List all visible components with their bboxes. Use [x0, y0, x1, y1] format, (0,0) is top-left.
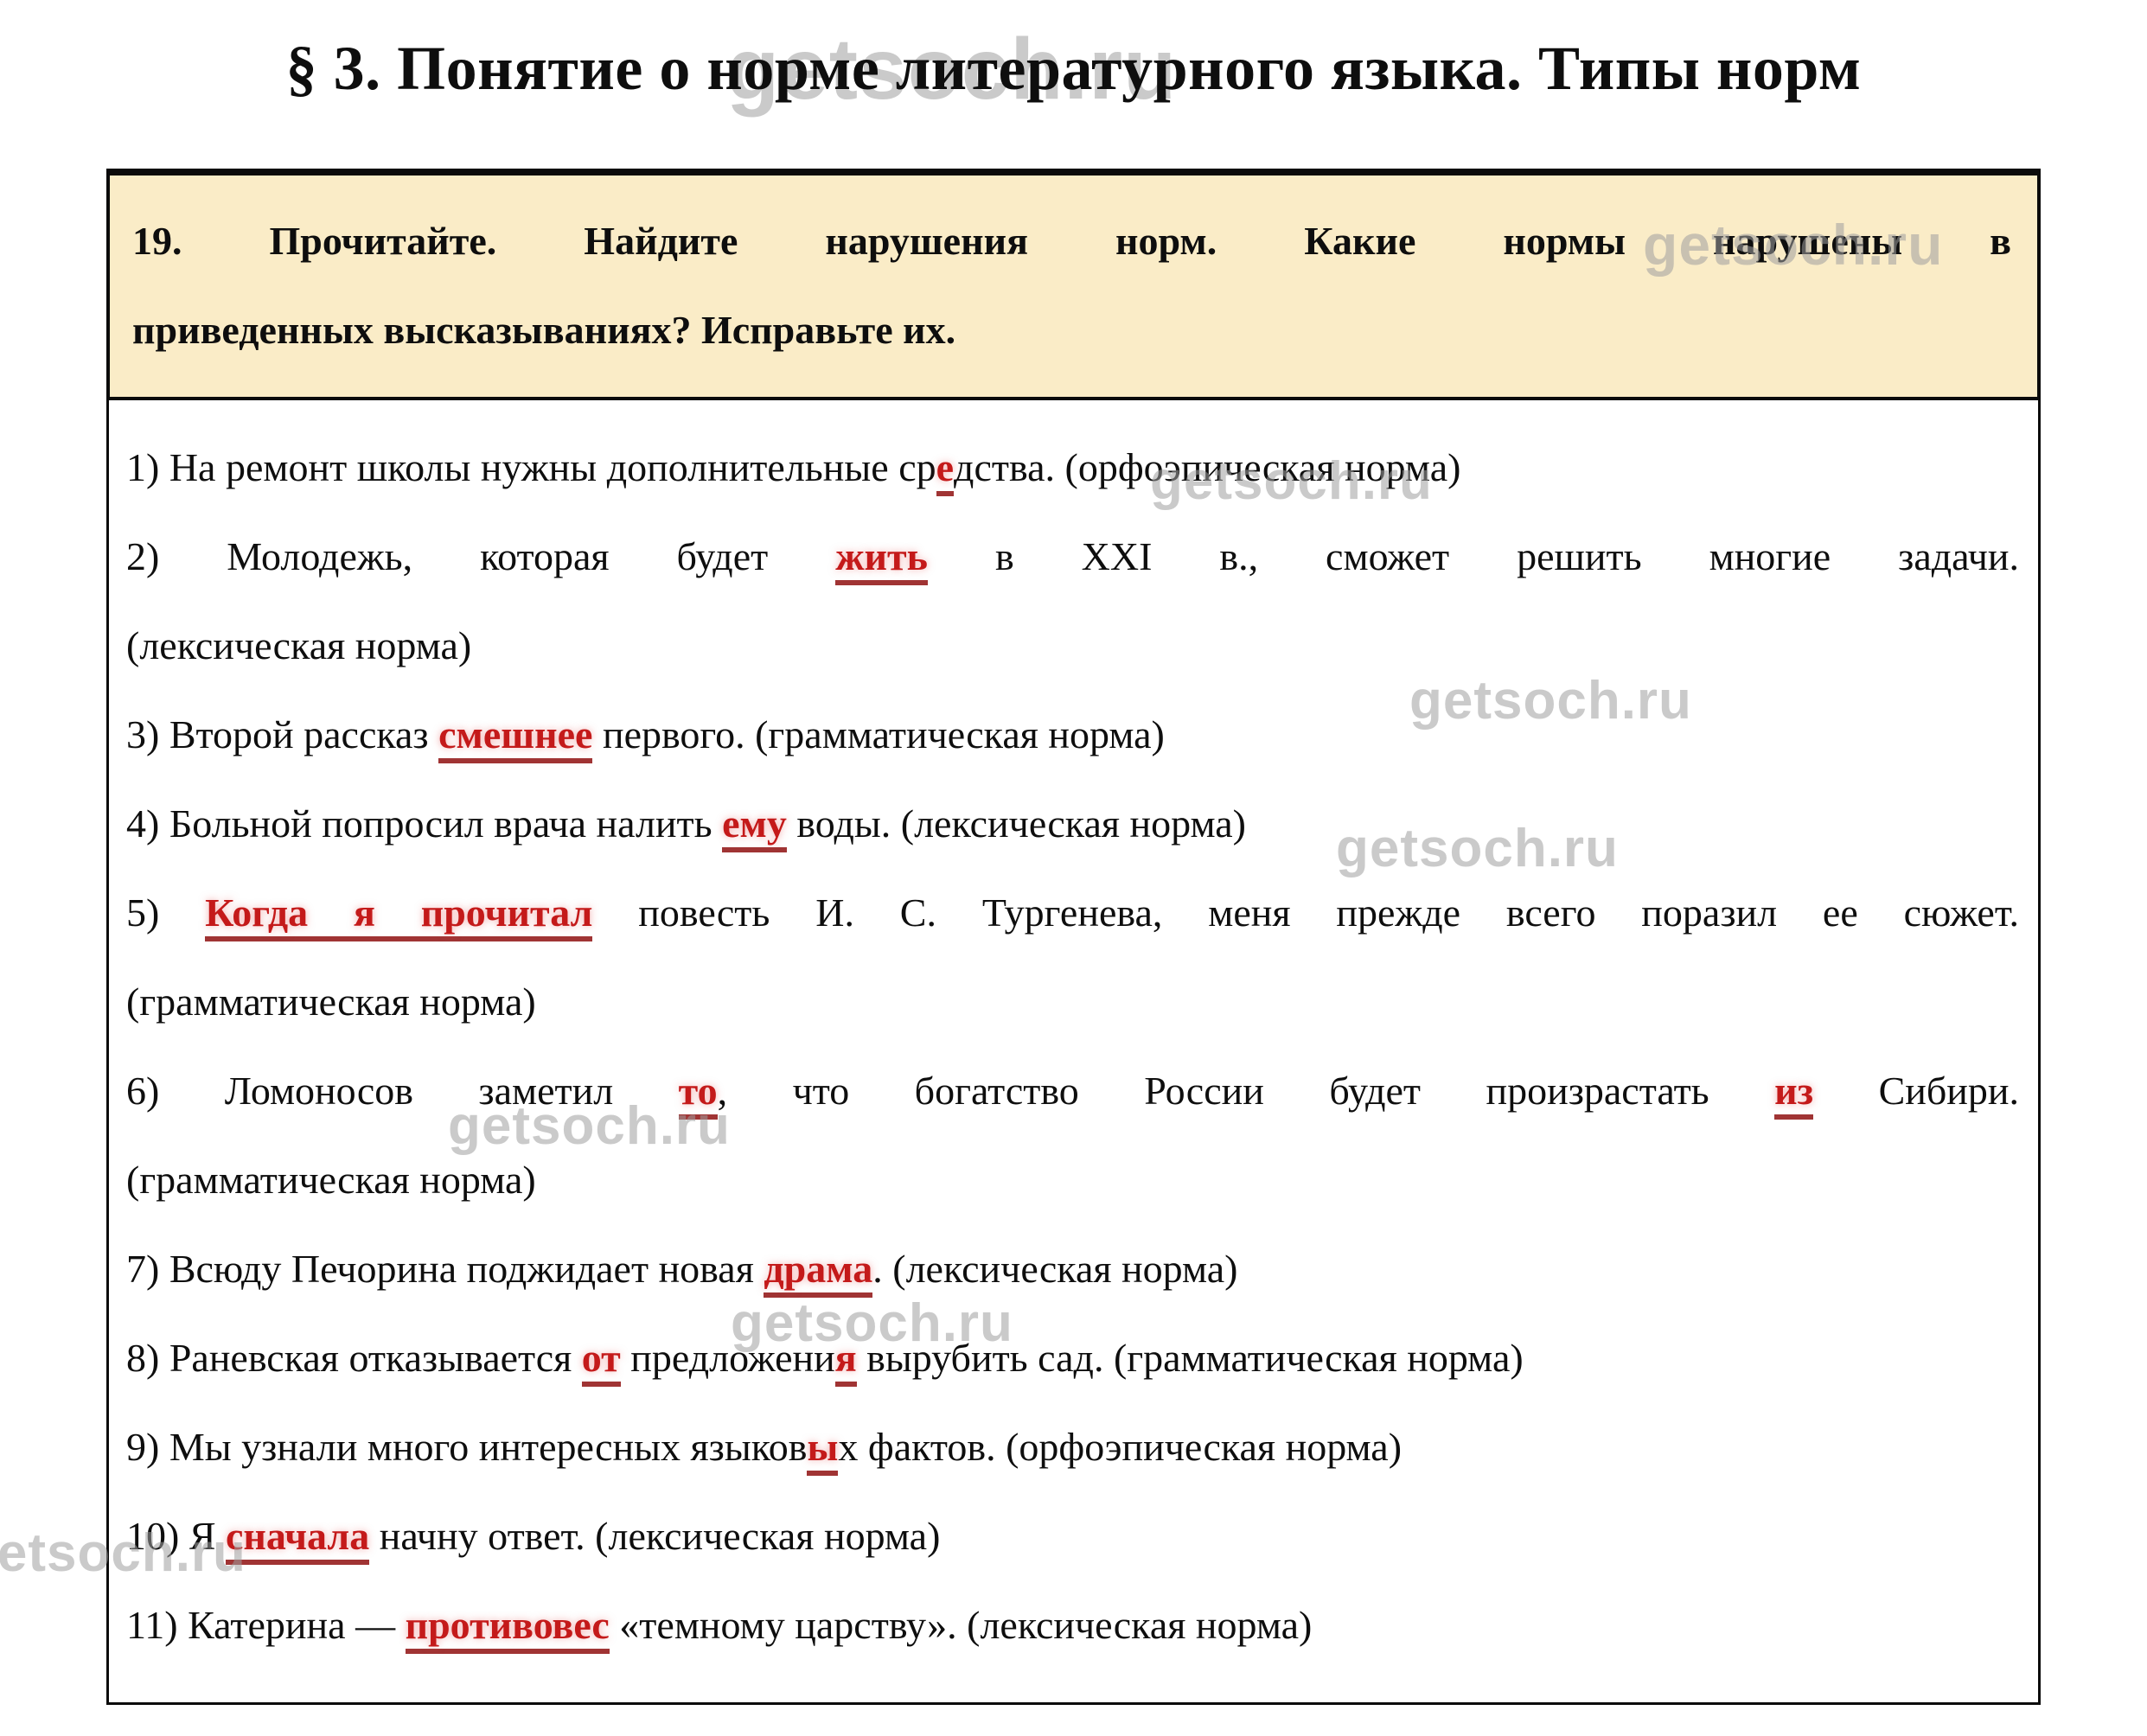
sentence-text: х фактов. (орфоэпическая норма) — [838, 1424, 1403, 1469]
sentence-text: 5) — [126, 890, 206, 935]
exercise-item: 9) Мы узнали много интересных языковых ф… — [126, 1402, 2019, 1491]
sentence-line: 9) Мы узнали много интересных языковых ф… — [126, 1402, 2019, 1491]
error-highlight: сначала — [226, 1513, 370, 1565]
sentence-line: 5) Когда я прочитал повесть И. С. Турген… — [126, 868, 2019, 957]
sentence-line: 1) На ремонт школы нужны дополнительные … — [126, 423, 2019, 512]
sentence-line: 11) Катерина — противовес «темному царст… — [126, 1580, 2019, 1669]
sentence-text: 3) Второй рассказ — [126, 712, 439, 756]
error-highlight: жить — [835, 533, 928, 585]
sentence-line: 10) Я сначала начну ответ. (лексическая … — [126, 1491, 2019, 1580]
sentence-text: повесть И. С. Тургенева, меня прежде все… — [592, 890, 2019, 935]
sentence-text: 2) Молодежь, которая будет — [126, 533, 836, 578]
sentence-text: первого. (грамматическая норма) — [592, 712, 1165, 756]
exercise-list: 1) На ремонт школы нужны дополнительные … — [106, 399, 2041, 1705]
sentence-text: (грамматическая норма) — [126, 1157, 536, 1202]
task-text-line-2: приведенных высказываниях? Исправьте их. — [132, 307, 956, 352]
error-highlight: противовес — [405, 1602, 610, 1654]
error-highlight: смешнее — [438, 712, 593, 763]
exercise-item: 6) Ломоносов заметил то, что богатство Р… — [126, 1046, 2019, 1224]
error-highlight: из — [1774, 1068, 1814, 1120]
sentence-text: 10) Я — [126, 1513, 226, 1558]
exercise-item: 8) Раневская отказывается от предложения… — [126, 1313, 2019, 1402]
error-highlight: от — [581, 1335, 621, 1387]
error-highlight: драма — [764, 1246, 873, 1298]
sentence-text: 7) Всюду Печорина поджидает новая — [126, 1246, 764, 1291]
sentence-text: в XXI в., сможет решить многие задачи. — [927, 533, 2019, 578]
sentence-text: 1) На ремонт школы нужны дополнительные … — [126, 444, 936, 489]
sentence-text: 6) Ломоносов заметил — [126, 1068, 679, 1113]
error-highlight: ы — [807, 1424, 839, 1476]
sentence-line: 6) Ломоносов заметил то, что богатство Р… — [126, 1046, 2019, 1135]
sentence-line: (грамматическая норма) — [126, 1135, 2019, 1224]
sentence-text: 8) Раневская отказывается — [126, 1335, 582, 1380]
sentence-text: , что богатство России будет произрастат… — [717, 1068, 1775, 1113]
exercise-item: 11) Катерина — противовес «темному царст… — [126, 1580, 2019, 1669]
sentence-text: 4) Больной попросил врача налить — [126, 801, 723, 846]
error-highlight: е — [936, 444, 955, 496]
sentence-line: (грамматическая норма) — [126, 957, 2019, 1046]
error-highlight: Когда я прочитал — [205, 890, 593, 941]
error-highlight: ему — [722, 801, 787, 852]
exercise-item: 2) Молодежь, которая будет жить в XXI в.… — [126, 512, 2019, 690]
page-title: § 3. Понятие о норме литературного языка… — [285, 34, 1862, 103]
sentence-line: 3) Второй рассказ смешнее первого. (грам… — [126, 690, 2019, 779]
sentence-text: начну ответ. (лексическая норма) — [369, 1513, 941, 1558]
sentence-line: 7) Всюду Печорина поджидает новая драма.… — [126, 1224, 2019, 1313]
task-box: 19. Прочитайте. Найдите нарушения норм. … — [106, 168, 2041, 400]
sentence-text: воды. (лексическая норма) — [786, 801, 1246, 846]
sentence-text: 11) Катерина — — [126, 1602, 406, 1647]
sentence-text: «темному царству». (лексическая норма) — [609, 1602, 1313, 1647]
page: getsoch.ru getsoch.ru getsoch.ru getsoch… — [0, 26, 2147, 1736]
error-highlight: то — [678, 1068, 718, 1120]
exercise-item: 7) Всюду Печорина поджидает новая драма.… — [126, 1224, 2019, 1313]
exercise-item: 10) Я сначала начну ответ. (лексическая … — [126, 1491, 2019, 1580]
sentence-line: 4) Больной попросил врача налить ему вод… — [126, 779, 2019, 868]
exercise-item: 3) Второй рассказ смешнее первого. (грам… — [126, 690, 2019, 779]
sentence-text: вырубить сад. (грамматическая норма) — [856, 1335, 1524, 1380]
sentence-text: дства. (орфоэпическая норма) — [954, 444, 1461, 489]
sentence-line: 8) Раневская отказывается от предложения… — [126, 1313, 2019, 1402]
sentence-text: (лексическая норма) — [126, 622, 472, 667]
sentence-text: . (лексическая норма) — [872, 1246, 1238, 1291]
error-highlight: я — [834, 1335, 857, 1387]
exercise-item: 1) На ремонт школы нужны дополнительные … — [126, 423, 2019, 512]
task-text-line-1: 19. Прочитайте. Найдите нарушения норм. … — [132, 218, 2011, 263]
sentence-line: (лексическая норма) — [126, 601, 2019, 690]
sentence-text: Сибири. — [1813, 1068, 2020, 1113]
exercise-item: 4) Больной попросил врача налить ему вод… — [126, 779, 2019, 868]
exercise-item: 5) Когда я прочитал повесть И. С. Турген… — [126, 868, 2019, 1046]
sentence-line: 2) Молодежь, которая будет жить в XXI в.… — [126, 512, 2019, 601]
sentence-text: предложени — [620, 1335, 835, 1380]
sentence-text: (грамматическая норма) — [126, 979, 536, 1024]
sentence-text: 9) Мы узнали много интересных языков — [126, 1424, 808, 1469]
